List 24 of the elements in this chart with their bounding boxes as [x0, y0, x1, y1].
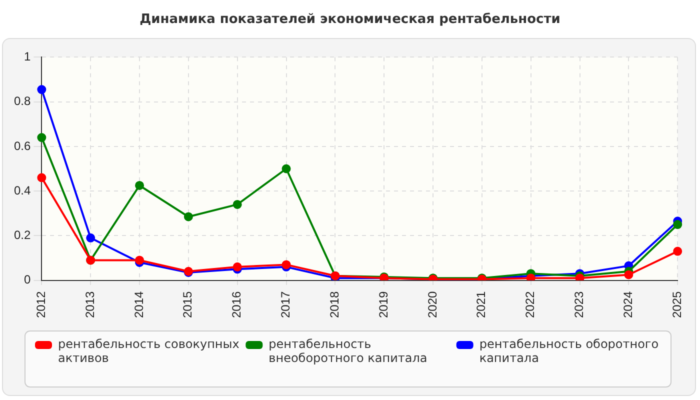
- x-tick-label: 2018: [327, 290, 342, 318]
- x-tick-label: 2015: [180, 290, 195, 318]
- y-tick-label: 0.4: [14, 183, 31, 198]
- y-tick-label: 0.2: [14, 228, 31, 242]
- x-tick-label: 2017: [278, 290, 293, 318]
- x-tick-label: 2016: [230, 290, 244, 318]
- y-tick-label: 1: [24, 50, 31, 64]
- x-tick-label: 2021: [474, 290, 488, 318]
- chart-title: Динамика показателей экономическая рентабельности: [138, 11, 562, 29]
- x-tick-label: 2019: [376, 290, 390, 318]
- x-tick-label: 2013: [82, 290, 97, 318]
- y-tick-label: 0.8: [14, 94, 31, 108]
- y-tick-label: 0.6: [14, 138, 31, 153]
- x-tick-label: 2022: [523, 290, 538, 318]
- x-tick-label: 2012: [34, 290, 48, 318]
- y-tick-label: 0: [24, 272, 31, 287]
- legend-label: рентабельность оборотного капитала: [479, 337, 659, 366]
- x-tick-label: 2023: [572, 290, 586, 318]
- legend-label: рентабельность совокупных активов: [58, 337, 240, 366]
- x-tick-label: 2014: [132, 290, 146, 318]
- x-tick-label: 2025: [670, 290, 684, 318]
- x-tick-label: 2024: [620, 290, 635, 318]
- legend-label: рентабельность внеоборотного капитала: [268, 337, 428, 366]
- x-tick-label: 2020: [425, 290, 440, 318]
